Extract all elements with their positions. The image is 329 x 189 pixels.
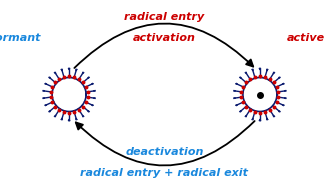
Text: deactivation: deactivation bbox=[125, 147, 204, 157]
Text: radical entry + radical exit: radical entry + radical exit bbox=[81, 168, 248, 178]
Text: radical entry: radical entry bbox=[124, 12, 205, 22]
Text: dormant: dormant bbox=[0, 33, 41, 43]
Text: active: active bbox=[287, 33, 325, 43]
Text: activation: activation bbox=[133, 33, 196, 43]
